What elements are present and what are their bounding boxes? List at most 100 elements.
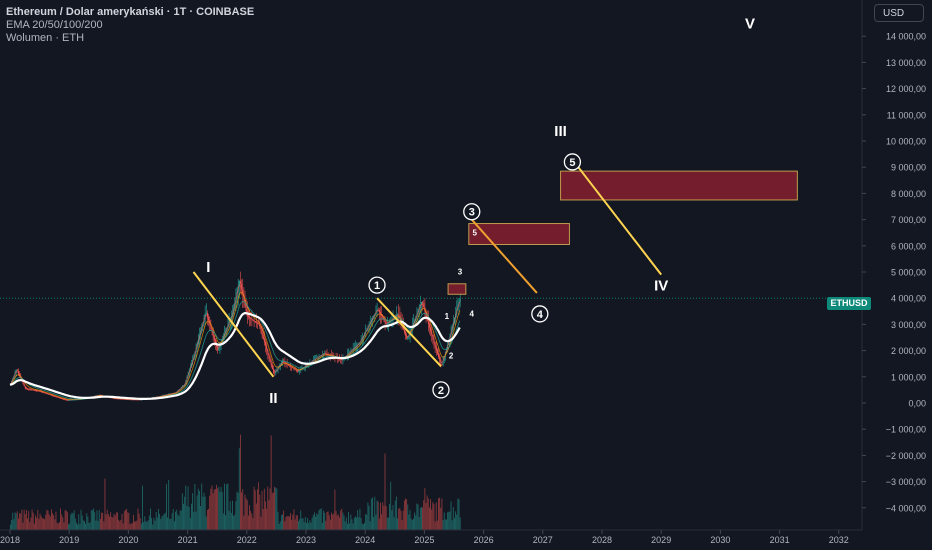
volume-bar — [280, 515, 282, 530]
volume-bar — [89, 522, 91, 530]
volume-bar — [299, 519, 301, 530]
volume-bar — [271, 493, 273, 530]
volume-bar — [189, 517, 191, 530]
price-tick-label: 14 000,00 — [886, 32, 926, 42]
candle-body — [206, 312, 208, 317]
volume-bar — [321, 522, 323, 530]
wave-label-roman: III — [554, 123, 567, 140]
volume-bar — [229, 501, 231, 530]
volume-bar — [217, 488, 219, 530]
volume-bar — [385, 506, 387, 530]
price-tick-label: 0,00 — [908, 399, 926, 409]
volume-bar — [378, 518, 380, 530]
candle-body — [132, 399, 134, 401]
volume-bar — [17, 518, 19, 530]
volume-bar — [140, 523, 142, 530]
volume-bar — [10, 524, 11, 530]
candle-body — [27, 388, 29, 390]
volume-bar — [439, 497, 441, 530]
volume-bar — [209, 495, 211, 530]
volume-bar — [188, 506, 190, 530]
volume-bar — [308, 522, 310, 530]
volume-bar — [21, 509, 23, 530]
ema-indicator-label[interactable]: EMA 20/50/100/200 — [6, 19, 103, 31]
volume-bar — [69, 523, 71, 530]
volume-bar — [259, 494, 261, 530]
volume-bar — [54, 519, 56, 530]
volume-bar — [407, 504, 409, 530]
price-tick-label: 1 000,00 — [891, 372, 926, 382]
price-tick-label: 4 000,00 — [891, 294, 926, 304]
volume-bar — [65, 510, 67, 530]
candle-body — [25, 388, 27, 390]
volume-bar — [80, 509, 82, 530]
volume-bar — [99, 518, 101, 530]
volume-bar — [211, 485, 213, 530]
volume-bar — [124, 509, 126, 530]
volume-bar — [454, 518, 455, 530]
volume-indicator-label[interactable]: Wolumen · ETH — [6, 32, 85, 44]
volume-bar — [82, 520, 84, 530]
volume-bar — [81, 515, 83, 530]
candle-body — [17, 370, 19, 374]
target-zone — [560, 170, 798, 201]
volume-bar — [372, 497, 373, 530]
candle-body — [408, 335, 410, 339]
wave-line — [471, 218, 538, 294]
time-tick-label: 2032 — [829, 535, 849, 545]
price-tick-label: −2 000,00 — [886, 451, 926, 461]
volume-bar — [61, 514, 63, 530]
volume-bar — [118, 519, 120, 530]
wave-label-circled: 3 — [469, 207, 475, 219]
volume-bar — [90, 510, 92, 530]
volume-bar — [391, 510, 393, 530]
volume-bar — [243, 515, 245, 530]
currency-button[interactable]: USD — [874, 4, 924, 22]
time-tick-label: 2029 — [651, 535, 671, 545]
volume-bar — [336, 515, 338, 530]
volume-bar — [380, 502, 381, 530]
volume-bar — [411, 520, 413, 530]
wave-label-small: 3 — [458, 268, 463, 277]
candle-body — [376, 309, 378, 312]
volume-bar — [28, 511, 30, 530]
volume-bar — [284, 521, 286, 530]
volume-bar — [155, 512, 157, 530]
volume-bar — [213, 489, 215, 530]
volume-bar — [402, 510, 404, 530]
volume-bar — [165, 484, 167, 530]
volume-bar — [370, 498, 372, 530]
volume-bar — [302, 518, 304, 530]
volume-bar — [197, 488, 199, 530]
volume-bar — [319, 508, 321, 530]
volume-bar — [35, 515, 36, 530]
volume-bar — [298, 521, 299, 530]
volume-bar — [47, 510, 49, 530]
volume-bar — [115, 512, 117, 530]
candle-body — [276, 369, 278, 372]
volume-bar — [103, 521, 105, 530]
volume-bar — [369, 521, 371, 530]
wave-circle — [463, 203, 481, 221]
volume-bar — [145, 521, 147, 530]
volume-bar — [406, 499, 408, 530]
candle-body — [459, 298, 461, 302]
volume-bar — [191, 503, 192, 530]
volume-bar — [163, 513, 165, 530]
volume-bar — [202, 496, 204, 530]
volume-bar — [353, 517, 355, 530]
volume-bar — [309, 520, 311, 530]
volume-bar — [435, 502, 437, 530]
volume-bar — [282, 514, 283, 530]
volume-bar — [27, 518, 28, 530]
volume-bar — [13, 519, 15, 530]
candle-body — [442, 360, 444, 365]
volume-bar — [85, 523, 87, 530]
time-tick-label: 2023 — [296, 535, 316, 545]
volume-bar — [384, 453, 386, 530]
candle-body — [15, 369, 17, 373]
volume-bar — [400, 510, 402, 530]
volume-bar — [45, 514, 47, 530]
